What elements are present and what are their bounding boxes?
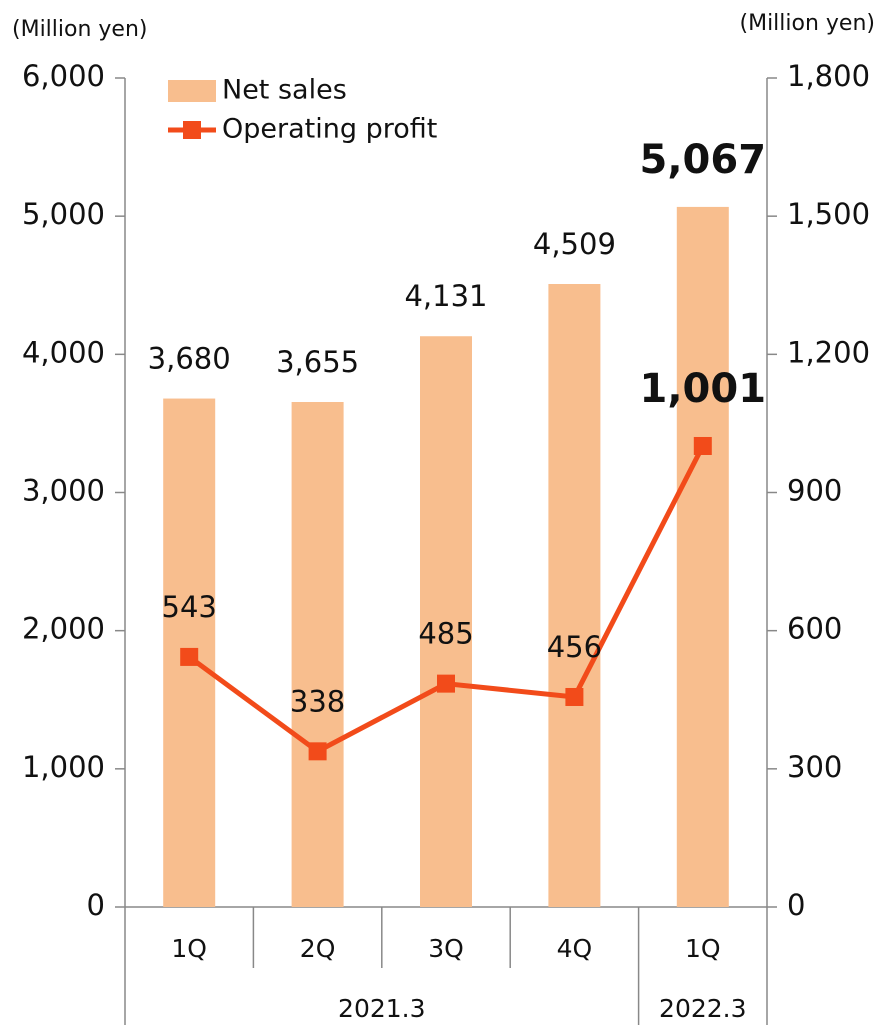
data-label: 3,655 bbox=[276, 345, 359, 379]
data-label: 485 bbox=[418, 617, 473, 651]
y2-tick-label: 900 bbox=[787, 474, 842, 508]
y-tick-label: 5,000 bbox=[22, 197, 105, 231]
group-label: 2021.3 bbox=[338, 994, 425, 1023]
y-unit: (Million yen) bbox=[12, 17, 148, 42]
bar bbox=[676, 206, 729, 908]
y-tick-label: 2,000 bbox=[22, 612, 105, 646]
x-tick-label: 2Q bbox=[300, 934, 336, 963]
data-label: 338 bbox=[290, 684, 345, 718]
marker bbox=[565, 687, 584, 706]
x-tick-label: 3Q bbox=[428, 934, 464, 963]
bar bbox=[420, 336, 472, 907]
legend-swatch bbox=[168, 80, 216, 102]
data-label: 4,509 bbox=[533, 227, 616, 261]
data-label: 5,067 bbox=[640, 137, 767, 183]
y2-tick-label: 600 bbox=[787, 612, 842, 646]
y-tick-label: 0 bbox=[87, 888, 105, 922]
y2-tick-label: 1,500 bbox=[787, 197, 870, 231]
x-tick-label: 1Q bbox=[685, 934, 721, 963]
y-tick-label: 4,000 bbox=[22, 335, 105, 369]
data-label: 543 bbox=[162, 590, 217, 624]
data-label: 1,001 bbox=[640, 366, 767, 412]
y2-tick-label: 0 bbox=[787, 888, 805, 922]
y2-tick-label: 1,800 bbox=[787, 59, 870, 93]
data-label: 3,680 bbox=[148, 342, 231, 376]
y2-tick-label: 1,200 bbox=[787, 335, 870, 369]
data-label: 456 bbox=[547, 630, 602, 664]
data-label: 4,131 bbox=[404, 279, 487, 313]
marker bbox=[693, 436, 712, 455]
legend-label: Operating profit bbox=[222, 114, 437, 145]
group-label: 2022.3 bbox=[659, 994, 746, 1023]
legend-label: Net sales bbox=[222, 75, 347, 106]
legend-marker bbox=[183, 121, 201, 139]
y-tick-label: 6,000 bbox=[22, 59, 105, 93]
x-tick-label: 4Q bbox=[557, 934, 593, 963]
y2-tick-label: 300 bbox=[787, 750, 842, 784]
bar bbox=[291, 402, 344, 907]
bar bbox=[548, 284, 601, 908]
y2-unit: (Million yen) bbox=[740, 11, 876, 36]
x-tick-label: 1Q bbox=[171, 934, 207, 963]
marker bbox=[437, 674, 455, 693]
y-tick-label: 3,000 bbox=[22, 474, 105, 508]
marker bbox=[180, 647, 199, 666]
marker bbox=[308, 742, 327, 761]
y-tick-label: 1,000 bbox=[22, 750, 105, 784]
